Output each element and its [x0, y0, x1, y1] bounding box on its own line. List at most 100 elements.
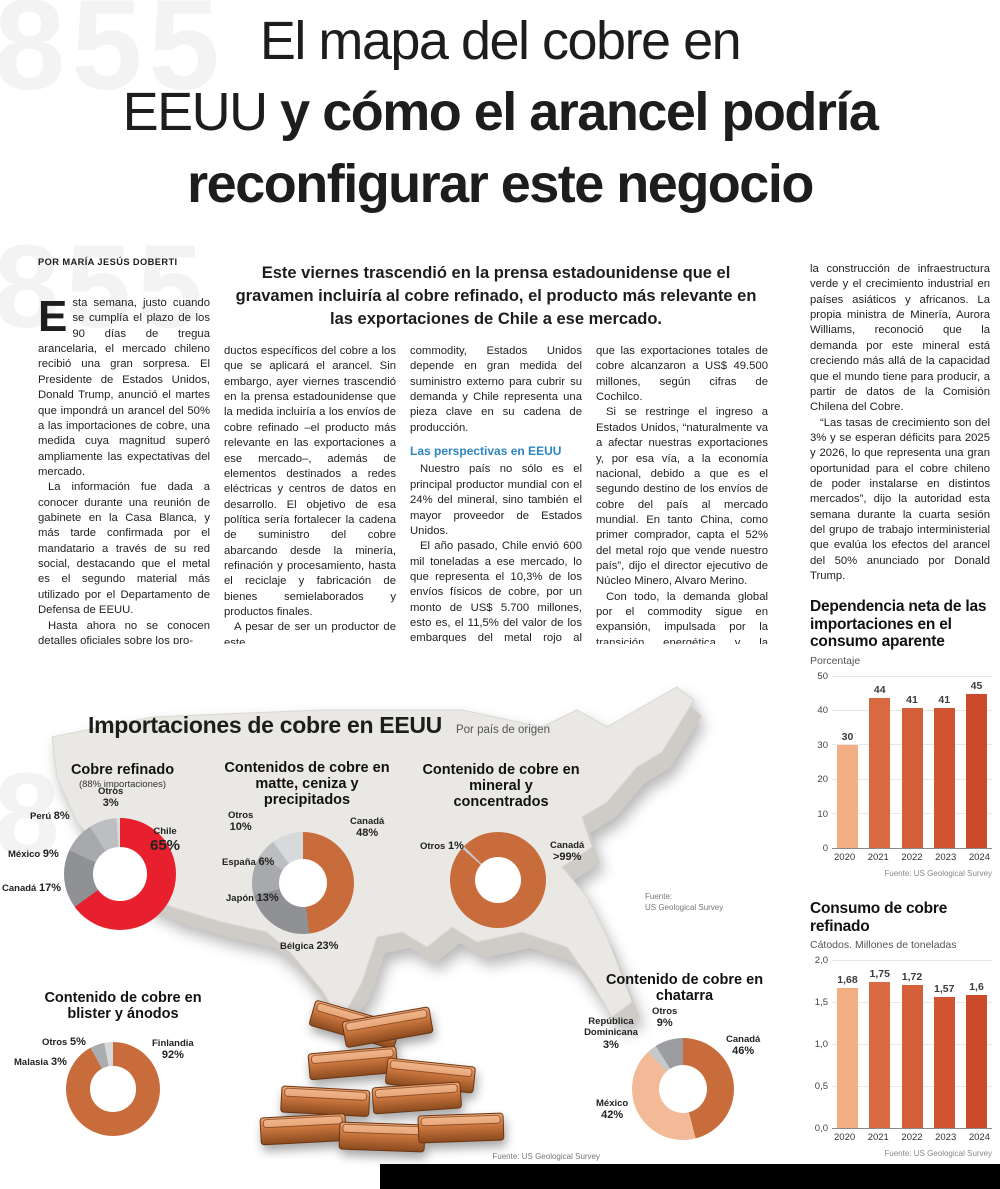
- bar-2022: 41: [901, 677, 924, 848]
- source-note-mid: Fuente: US Geological Survey: [645, 892, 724, 912]
- bar-2021: 44: [868, 677, 891, 848]
- bar: [933, 707, 955, 848]
- slice-pct: 9%: [656, 1017, 673, 1030]
- chart-refined-consumption: Consumo de cobre refinado Cátodos. Millo…: [810, 900, 992, 1158]
- article-column-5: la construcción de infraestructura verde…: [810, 262, 990, 596]
- slice-name: Otros: [652, 1006, 678, 1017]
- headline-line-2: EEUU y cómo el arancel podría: [0, 77, 1000, 148]
- slice-name: Japón: [226, 893, 254, 904]
- donut-title-mineral: Contenido de cobre en mineral y concentr…: [422, 762, 580, 811]
- slice-name: Canadá: [550, 840, 585, 851]
- slice-name: México: [596, 1098, 629, 1109]
- slice-pct: 65%: [150, 837, 181, 855]
- slice-label-otros: Otros 9%: [652, 1006, 677, 1031]
- slice-pct: >99%: [552, 851, 582, 864]
- paragraph-text: sta semana, justo cuando se cumplía el p…: [38, 297, 210, 478]
- donut-mineral: [450, 832, 546, 928]
- headline-bold-text: y cómo el arancel podría: [280, 82, 879, 143]
- paragraph: Hasta ahora no se conocen detalles ofici…: [38, 619, 210, 644]
- donut-title-text: Contenido de cobre en blister y ánodos: [44, 990, 202, 1023]
- bar: [869, 982, 891, 1129]
- donut-title-blister: Contenido de cobre en blister y ánodos: [28, 990, 218, 1022]
- section-subhead: Las perspectivas en EEUU: [410, 444, 562, 459]
- lead-paragraph: Este viernes trascendió en la prensa est…: [235, 264, 757, 329]
- bar-value-label: 45: [970, 680, 983, 693]
- watermark-number: 855: [0, 0, 226, 117]
- slice-pct: 48%: [356, 827, 379, 840]
- slice-name: Otros: [42, 1037, 68, 1048]
- donut-title-text: Cobre refinado: [70, 762, 175, 778]
- watermark-number: 855: [0, 221, 209, 353]
- paragraph: A pesar de ser un productor de este: [224, 621, 396, 644]
- headline-light-text: EEUU: [122, 82, 281, 143]
- paragraph: commodity, Estados Unidos depende en gra…: [410, 345, 582, 434]
- chart-source: Fuente: US Geological Survey: [884, 1149, 992, 1159]
- bar: [966, 694, 987, 848]
- bar-2023: 1,57: [933, 961, 956, 1129]
- us-map-shape: [51, 686, 695, 1024]
- bar-2021: 1,75: [868, 961, 891, 1129]
- slice-name: España: [222, 857, 256, 868]
- x-tick-label: 2022: [901, 1132, 923, 1144]
- chart-unit-label: Porcentaje: [810, 654, 861, 667]
- infographic-title: Importaciones de cobre en EEUU Por país d…: [88, 712, 550, 739]
- infographic-title-text: Importaciones de cobre en EEUU: [88, 712, 442, 738]
- bar: [901, 707, 923, 848]
- slice-label-otros: Otros 3%: [98, 786, 123, 811]
- donut-title-chatarra: Contenido de cobre en chatarra: [592, 972, 777, 1004]
- watermark-number: 8: [0, 749, 66, 881]
- slice-label-japon: Japón 13%: [226, 892, 279, 905]
- x-axis-labels: 2020 2021 2022 2023 2024: [810, 852, 992, 863]
- slice-label-republica-dominicana: República Dominicana 3%: [578, 1016, 644, 1052]
- slice-name: Otros: [420, 841, 446, 852]
- source-note-bottom: Fuente: US Geological Survey: [492, 1152, 600, 1161]
- gridline: [832, 960, 992, 962]
- bar-2022: 1,72: [901, 961, 924, 1129]
- slice-label-otros: Otros 10%: [228, 810, 253, 835]
- slice-label-otros: Otros 1%: [420, 840, 464, 853]
- x-tick-label: 2020: [834, 1132, 856, 1144]
- bar-2024: 45: [965, 677, 988, 848]
- paragraph: la construcción de infraestructura verde…: [810, 263, 990, 414]
- article-column-2: ductos específicos del cobre a los que s…: [224, 344, 396, 644]
- x-tick-label: 2023: [935, 851, 957, 863]
- bar-value-label: 1,75: [869, 968, 890, 981]
- slice-name: Canadá: [350, 816, 385, 827]
- slice-pct: 23%: [316, 940, 339, 952]
- donut-title-matte: Contenidos de cobre en matte, ceniza y p…: [222, 760, 392, 809]
- bar-plot-area: 1,68 1,75 1,72 1,57 1,6: [832, 960, 992, 1130]
- paragraph: ductos específicos del cobre a los que s…: [224, 345, 396, 619]
- slice-label-mexico: México 42%: [596, 1098, 628, 1123]
- drop-cap: E: [38, 296, 68, 341]
- x-tick-label: 2020: [834, 851, 856, 863]
- bar: [869, 697, 891, 848]
- bar-2024: 1,6: [965, 961, 988, 1129]
- bar-2023: 41: [933, 677, 956, 848]
- slice-label-otros: Otros 5%: [42, 1036, 86, 1049]
- slice-pct: 3%: [603, 1038, 619, 1051]
- x-tick-label: 2022: [901, 851, 923, 863]
- chart-title: Consumo de cobre refinado: [810, 900, 948, 935]
- x-axis-labels: 2020 2021 2022 2023 2024: [810, 1132, 992, 1143]
- slice-name: Chile: [153, 826, 177, 837]
- donut-blister: [66, 1042, 160, 1136]
- chart-source: Fuente: US Geological Survey: [884, 868, 992, 878]
- paragraph: “Las tasas de crecimiento son del 3% y s…: [810, 416, 990, 583]
- copper-ingots-illustration: [259, 1000, 505, 1153]
- donut-hole: [93, 847, 147, 901]
- paragraph: El año pasado, Chile envió 600 mil tonel…: [410, 540, 582, 644]
- bar-value-label: 1,6: [969, 980, 984, 993]
- slice-pct: 10%: [229, 821, 252, 834]
- slice-name: Canadá: [726, 1034, 761, 1045]
- headline-light-text: El mapa del cobre en: [259, 11, 742, 71]
- bar-value-label: 1,72: [901, 970, 923, 983]
- bar-value-label: 1,57: [934, 983, 955, 996]
- slice-name: Otros: [228, 810, 254, 821]
- slice-name: Otros: [98, 786, 124, 797]
- slice-name: Finlandia: [152, 1038, 194, 1049]
- bar-plot-area: 30 44 41 41 45: [832, 675, 992, 849]
- donut-hole: [278, 858, 328, 908]
